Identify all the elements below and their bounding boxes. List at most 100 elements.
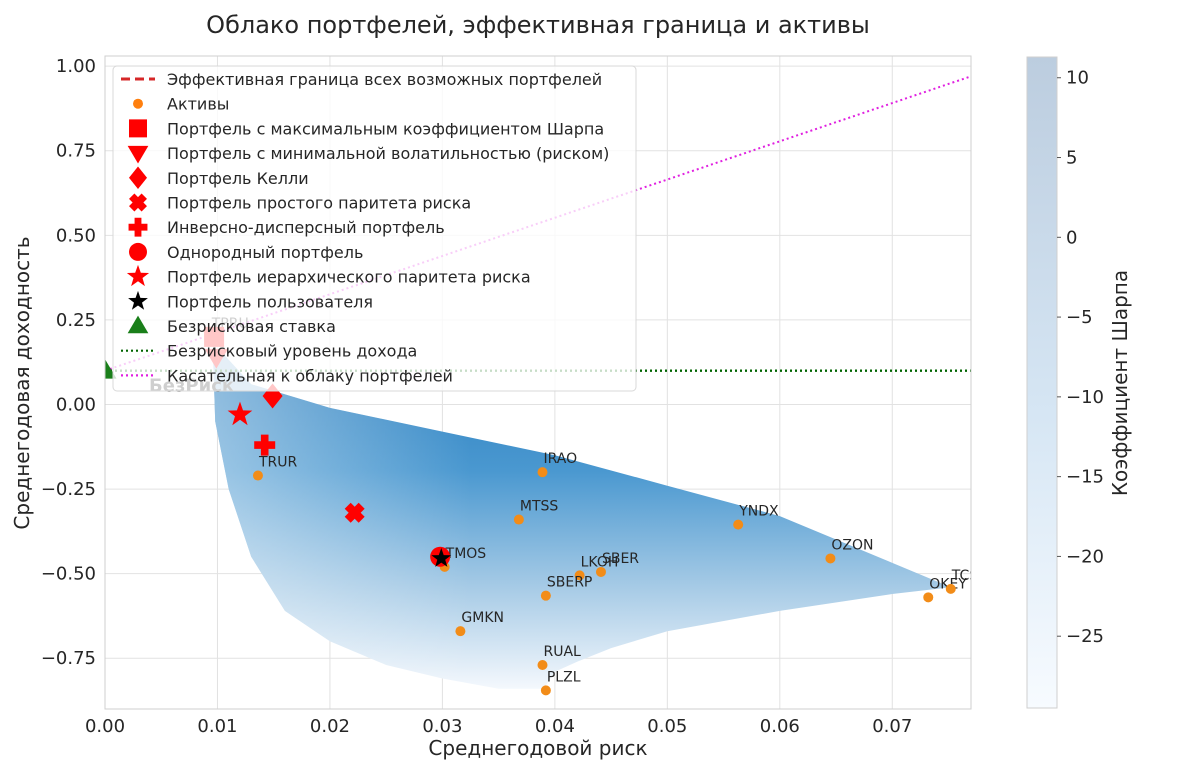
x-tick-label: 0.04 [535,716,575,737]
legend-item: Касательная к облаку портфелей [121,366,453,385]
legend-item: Портфель с минимальной волатильностью (р… [127,144,609,164]
legend-label: Безрисковый уровень дохода [167,342,417,361]
asset-label: YNDX [738,504,779,520]
colorbar-gradient [1026,56,1058,709]
asset-point [945,583,956,594]
legend-items: Эффективная граница всех возможных портф… [121,70,609,385]
asset-label: LKOH [581,554,619,570]
legend-label: Инверсно-дисперсный портфель [167,218,445,237]
asset-label: SBER [602,551,639,567]
colorbar-tick-label: 5 [1066,148,1077,169]
asset-point [733,519,744,530]
asset-label: PLZL [547,669,581,685]
y-tick-label: 0.50 [56,225,96,246]
x-tick-label: 0.03 [422,716,462,737]
legend-swatch-x [129,193,147,212]
asset-point [540,685,551,696]
x-tick-label: 0.02 [310,716,350,737]
legend-label: Касательная к облаку портфелей [167,366,453,385]
legend-swatch-circle [129,242,147,261]
asset-point [540,590,551,601]
colorbar-tick-label: −10 [1066,387,1104,408]
y-tick-label: −0.25 [41,479,96,500]
x-axis-ticks: 0.00 0.01 0.02 0.03 0.04 0.05 0.06 0.07 [85,716,912,737]
colorbar-tick-label: 10 [1066,68,1089,89]
legend-item: Портфель пользователя [128,290,373,311]
asset-point [595,566,606,577]
asset-point [537,467,548,478]
asset-label: TRUR [258,455,298,471]
legend-swatch-dot [133,98,143,109]
portfolio-marker-x [344,502,365,523]
legend-label: Портфель с минимальной волатильностью (р… [167,144,609,163]
legend-item: Безрисковая ставка [127,315,336,336]
asset-label: MTSS [520,499,559,515]
legend-label: Портфель простого паритета риска [167,194,471,213]
legend-item: Портфель иерархического паритета риска [126,264,531,287]
legend-item: Портфель с максимальным коэффициентом Ша… [129,119,604,138]
asset-label: GMKN [461,610,504,626]
legend-item: Портфель Келли [129,166,309,190]
legend-swatch-triangle-up [127,315,149,334]
legend-swatch-diamond [129,166,147,190]
colorbar-tick-label: 0 [1066,227,1077,248]
legend-label: Портфель Келли [167,169,309,188]
asset-point [825,553,836,564]
legend-swatch-star [126,264,150,287]
legend-label: Активы [167,95,229,114]
legend-item: Инверсно-дисперсный портфель [128,217,445,237]
asset-point [574,570,585,581]
y-tick-label: 0.75 [56,141,96,162]
legend-item: Эффективная граница всех возможных портф… [121,70,602,89]
x-tick-label: 0.07 [872,716,912,737]
x-tick-label: 0.05 [647,716,687,737]
asset-point [923,592,934,603]
legend: Эффективная граница всех возможных портф… [112,65,637,392]
colorbar-label: Коэффициент Шарпа [1108,270,1132,496]
y-tick-label: 1.00 [56,56,96,77]
portfolio-marker-star [227,401,253,426]
asset-label: OKEY [929,576,967,592]
asset-label: TCSG [951,568,989,584]
asset-label: RUAL [543,644,581,660]
asset-point [252,470,263,481]
legend-swatch-star [128,290,148,310]
portfolio-cloud-fade [213,353,951,689]
risk-free-marker [105,359,117,379]
x-tick-label: 0.01 [197,716,237,737]
legend-label: Безрисковая ставка [167,317,336,336]
x-tick-label: 0.00 [85,716,125,737]
colorbar-tick-label: −15 [1066,467,1104,488]
asset-point [513,514,524,525]
y-tick-label: 0.25 [56,310,96,331]
legend-swatch-plus [128,217,148,237]
x-tick-label: 0.06 [760,716,800,737]
colorbar: 10 5 0 −5 −10 −15 −20 −25 Коэффициент Шарпа [1026,56,1132,709]
legend-item: Однородный портфель [129,242,363,262]
y-axis-label: Среднегодовая доходность [10,236,34,529]
y-tick-label: −0.75 [41,648,96,669]
legend-box [112,65,637,392]
colorbar-tick-label: −25 [1066,626,1104,647]
y-tick-label: −0.50 [41,564,96,585]
legend-label: Однородный портфель [167,243,363,262]
asset-label: TMOS [445,546,487,562]
y-tick-label: 0.00 [56,394,96,415]
chart-title: Облако портфелей, эффективная граница и … [206,11,870,39]
y-axis-ticks: 1.00 0.75 0.50 0.25 0.00 −0.25 −0.50 −0.75 [41,56,96,669]
legend-label: Портфель пользователя [167,292,373,311]
plot-frame [104,55,972,710]
asset-label: SBERP [547,575,593,591]
portfolio-marker-plus [254,434,276,456]
colorbar-tick-label: −5 [1066,307,1093,328]
legend-swatch-triangle-down [127,145,149,164]
asset-point [455,626,466,637]
asset-label: OZON [831,537,873,553]
legend-swatch-square [129,119,147,138]
legend-label: Эффективная граница всех возможных портф… [167,70,602,89]
colorbar-tick-label: −20 [1066,546,1104,567]
legend-label: Портфель иерархического паритета риска [167,268,531,287]
legend-item: Активы [133,95,229,114]
